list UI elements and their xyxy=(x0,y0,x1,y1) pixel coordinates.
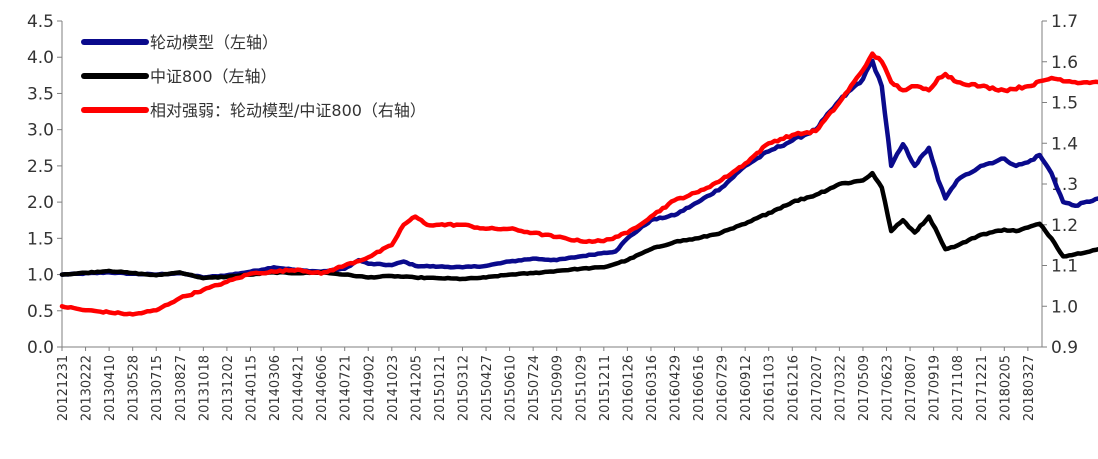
x-tick-label: 20150312 xyxy=(456,355,471,421)
y-right-tick-label: 1.4 xyxy=(1051,134,1078,154)
y-left-tick-label: 0.5 xyxy=(27,302,54,322)
x-tick-label: 20160316 xyxy=(645,355,660,421)
y-right-tick-label: 1.6 xyxy=(1051,53,1078,73)
y-right-tick-label: 1.5 xyxy=(1051,94,1078,114)
x-tick-label: 20140721 xyxy=(339,355,354,421)
x-tick-label: 20141205 xyxy=(409,355,424,421)
x-tick-label: 20161103 xyxy=(763,355,778,421)
series-line-2 xyxy=(59,170,1098,282)
x-tick-label: 20170623 xyxy=(881,355,896,421)
x-tick-label: 20170207 xyxy=(810,355,825,421)
y-right-tick-label: 1.2 xyxy=(1051,216,1078,236)
y-left-tick-label: 3.0 xyxy=(27,121,54,141)
x-tick-label: 20150724 xyxy=(527,355,542,421)
x-tick-label: 20160429 xyxy=(669,355,684,421)
x-tick-label: 20180205 xyxy=(998,355,1013,421)
y-right-tick-label: 1.0 xyxy=(1051,297,1078,317)
y-left-tick-label: 4.5 xyxy=(27,12,54,32)
x-tick-label: 20150909 xyxy=(551,355,566,421)
x-tick-label: 20160616 xyxy=(692,355,707,421)
y-axis-left: 0.0 0.5 1.0 1.5 2.0 2.5 3.0 3.5 4.0 4.5 xyxy=(27,12,62,358)
legend-label-1: 轮动模型（左轴） xyxy=(150,33,278,52)
x-tick-label: 20130528 xyxy=(127,355,142,421)
series-line-1 xyxy=(59,58,1098,280)
y-right-tick-label: 1.7 xyxy=(1051,12,1078,32)
x-tick-label: 20140606 xyxy=(315,355,330,421)
x-tick-label: 20151211 xyxy=(598,355,613,421)
x-tick-label: 20170509 xyxy=(857,355,872,421)
x-tick-label: 20140902 xyxy=(362,355,377,421)
x-axis: 20121231 20130222 20130410 20130528 20130715… xyxy=(56,347,1037,421)
x-tick-label: 20131018 xyxy=(197,355,212,421)
x-tick-label: 20141023 xyxy=(386,355,401,421)
y-left-tick-label: 1.0 xyxy=(27,266,54,286)
x-tick-label: 20140306 xyxy=(268,355,283,421)
y-left-tick-label: 1.5 xyxy=(27,229,54,249)
x-tick-label: 20140421 xyxy=(292,355,307,421)
x-tick-label: 20160126 xyxy=(621,355,636,421)
x-tick-label: 20130410 xyxy=(103,355,118,421)
y-left-tick-label: 0.0 xyxy=(27,338,54,358)
series-line-3 xyxy=(59,51,1098,317)
x-tick-label: 20150427 xyxy=(480,355,495,421)
y-axis-right: 0.91.01.11.21.31.41.51.61.7 xyxy=(1042,12,1078,358)
x-tick-label: 20130827 xyxy=(174,355,189,421)
x-tick-label: 20131202 xyxy=(221,355,236,421)
x-tick-label: 20150610 xyxy=(504,355,519,421)
x-tick-label: 20140115 xyxy=(244,355,259,421)
y-left-tick-label: 2.5 xyxy=(27,157,54,177)
x-tick-label: 20171108 xyxy=(951,355,966,421)
x-tick-label: 20130222 xyxy=(80,355,95,421)
y-right-tick-label: 0.9 xyxy=(1051,338,1078,358)
y-left-tick-label: 2.0 xyxy=(27,193,54,213)
y-left-tick-label: 4.0 xyxy=(27,48,54,68)
x-tick-label: 20171221 xyxy=(975,355,990,421)
x-tick-label: 20170807 xyxy=(904,355,919,421)
x-tick-label: 20180327 xyxy=(1022,355,1037,421)
x-tick-label: 20151029 xyxy=(574,355,589,421)
x-tick-label: 20150121 xyxy=(433,355,448,421)
legend: 轮动模型（左轴） 中证800（左轴） 相对强弱：轮动模型/中证800（右轴） xyxy=(81,33,426,120)
legend-label-3: 相对强弱：轮动模型/中证800（右轴） xyxy=(150,101,426,120)
x-tick-label: 20130715 xyxy=(150,355,165,421)
x-tick-label: 20170322 xyxy=(833,355,848,421)
x-tick-label: 20160729 xyxy=(716,355,731,421)
x-tick-label: 20160912 xyxy=(739,355,754,421)
x-tick-label: 20121231 xyxy=(56,355,71,421)
y-left-tick-label: 3.5 xyxy=(27,84,54,104)
legend-label-2: 中证800（左轴） xyxy=(150,67,277,86)
x-tick-label: 20161216 xyxy=(786,355,801,421)
series-lines xyxy=(59,51,1098,317)
x-tick-label: 20170919 xyxy=(928,355,943,421)
y-right-tick-label: 1.1 xyxy=(1051,257,1078,277)
